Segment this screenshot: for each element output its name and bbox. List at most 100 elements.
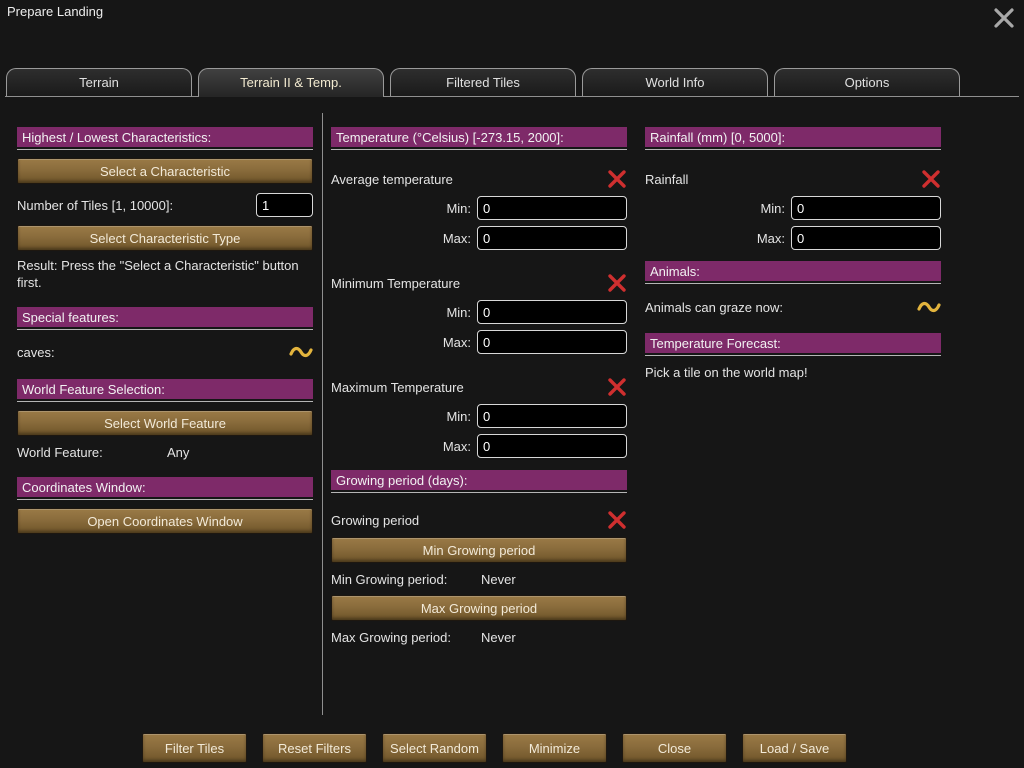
animals-graze-partial-state-icon[interactable] bbox=[917, 300, 941, 314]
min-label: Min: bbox=[446, 304, 471, 320]
tab-terrain2-temp[interactable]: Terrain II & Temp. bbox=[198, 68, 384, 97]
max-growing-period-value-row: Max Growing period: Never bbox=[331, 630, 627, 646]
characteristics-section-header: Highest / Lowest Characteristics: bbox=[17, 127, 313, 150]
tab-world-info[interactable]: World Info bbox=[582, 68, 768, 96]
growing-period-header-label: Growing period (days): bbox=[331, 470, 627, 490]
special-features-section-header: Special features: bbox=[17, 307, 313, 330]
tab-terrain[interactable]: Terrain bbox=[6, 68, 192, 96]
minimum-temperature-label: Minimum Temperature bbox=[331, 275, 461, 291]
animals-graze-label: Animals can graze now: bbox=[645, 299, 784, 315]
world-feature-value: Any bbox=[167, 445, 190, 460]
max-label: Max: bbox=[442, 438, 471, 454]
min-label: Min: bbox=[446, 200, 471, 216]
growing-period-section-header: Growing period (days): bbox=[331, 470, 627, 493]
min-label: Min: bbox=[446, 408, 471, 424]
animals-graze-row: Animals can graze now: bbox=[645, 297, 941, 317]
average-temperature-row: Average temperature bbox=[331, 168, 627, 190]
max-growing-period-label: Max Growing period: bbox=[331, 630, 451, 645]
max-growing-period-button[interactable]: Max Growing period bbox=[331, 595, 627, 621]
rainfall-max-row: Max: bbox=[645, 226, 941, 250]
growing-period-label: Growing period bbox=[331, 512, 420, 528]
min-growing-period-button[interactable]: Min Growing period bbox=[331, 537, 627, 563]
world-feature-section-header: World Feature Selection: bbox=[17, 379, 313, 402]
average-temperature-max-input[interactable] bbox=[477, 226, 627, 250]
average-temperature-min-input[interactable] bbox=[477, 196, 627, 220]
rainfall-min-row: Min: bbox=[645, 196, 941, 220]
caves-partial-state-icon[interactable] bbox=[289, 345, 313, 359]
maximum-temperature-max-row: Max: bbox=[331, 434, 627, 458]
world-feature-header-label: World Feature Selection: bbox=[17, 379, 313, 399]
number-of-tiles-row: Number of Tiles [1, 10000]: bbox=[17, 193, 313, 217]
world-feature-row: World Feature: Any bbox=[17, 445, 313, 461]
max-label: Max: bbox=[756, 230, 785, 246]
rainfall-section-header: Rainfall (mm) [0, 5000]: bbox=[645, 127, 941, 150]
temperature-forecast-header-label: Temperature Forecast: bbox=[645, 333, 941, 353]
select-characteristic-button[interactable]: Select a Characteristic bbox=[17, 158, 313, 184]
rainfall-off-state-icon[interactable] bbox=[921, 169, 941, 189]
maximum-temperature-label: Maximum Temperature bbox=[331, 379, 464, 395]
temperature-section-header: Temperature (°Celsius) [-273.15, 2000]: bbox=[331, 127, 627, 150]
minimum-temperature-row: Minimum Temperature bbox=[331, 272, 627, 294]
average-temperature-label: Average temperature bbox=[331, 171, 453, 187]
coordinates-header-label: Coordinates Window: bbox=[17, 477, 313, 497]
world-feature-label: World Feature: bbox=[17, 445, 103, 460]
select-characteristic-type-button[interactable]: Select Characteristic Type bbox=[17, 225, 313, 251]
tab-underline bbox=[5, 96, 1019, 97]
characteristics-header-label: Highest / Lowest Characteristics: bbox=[17, 127, 313, 147]
coordinates-section-header: Coordinates Window: bbox=[17, 477, 313, 500]
rainfall-label: Rainfall bbox=[645, 171, 689, 187]
middle-column: Temperature (°Celsius) [-273.15, 2000]: … bbox=[331, 127, 627, 646]
maximum-temperature-off-state-icon[interactable] bbox=[607, 377, 627, 397]
open-coordinates-window-button[interactable]: Open Coordinates Window bbox=[17, 508, 313, 534]
maximum-temperature-max-input[interactable] bbox=[477, 434, 627, 458]
min-growing-period-label: Min Growing period: bbox=[331, 572, 448, 587]
close-icon[interactable] bbox=[992, 6, 1016, 30]
minimum-temperature-min-input[interactable] bbox=[477, 300, 627, 324]
max-growing-period-value: Never bbox=[481, 630, 516, 645]
select-world-feature-button[interactable]: Select World Feature bbox=[17, 410, 313, 436]
growing-period-row: Growing period bbox=[331, 509, 627, 531]
number-of-tiles-input[interactable] bbox=[256, 193, 313, 217]
temperature-forecast-section-header: Temperature Forecast: bbox=[645, 333, 941, 356]
rainfall-max-input[interactable] bbox=[791, 226, 941, 250]
minimum-temperature-min-row: Min: bbox=[331, 300, 627, 324]
max-label: Max: bbox=[442, 230, 471, 246]
reset-filters-button[interactable]: Reset Filters bbox=[262, 733, 367, 763]
animals-section-header: Animals: bbox=[645, 261, 941, 284]
special-features-header-label: Special features: bbox=[17, 307, 313, 327]
number-of-tiles-label: Number of Tiles [1, 10000]: bbox=[17, 197, 174, 213]
tab-options[interactable]: Options bbox=[774, 68, 960, 96]
animals-header-label: Animals: bbox=[645, 261, 941, 281]
caves-row: caves: bbox=[17, 342, 313, 362]
close-button[interactable]: Close bbox=[622, 733, 727, 763]
window-title: Prepare Landing bbox=[7, 4, 104, 19]
minimum-temperature-off-state-icon[interactable] bbox=[607, 273, 627, 293]
tab-filtered-tiles[interactable]: Filtered Tiles bbox=[390, 68, 576, 96]
characteristic-result-text: Result: Press the "Select a Characterist… bbox=[17, 258, 299, 290]
temperature-forecast-text: Pick a tile on the world map! bbox=[645, 365, 808, 380]
select-random-button[interactable]: Select Random bbox=[382, 733, 487, 763]
tab-bar: Terrain Terrain II & Temp. Filtered Tile… bbox=[6, 68, 960, 97]
rainfall-min-input[interactable] bbox=[791, 196, 941, 220]
maximum-temperature-min-row: Min: bbox=[331, 404, 627, 428]
max-label: Max: bbox=[442, 334, 471, 350]
minimum-temperature-max-input[interactable] bbox=[477, 330, 627, 354]
caves-label: caves: bbox=[17, 344, 55, 360]
temperature-header-label: Temperature (°Celsius) [-273.15, 2000]: bbox=[331, 127, 627, 147]
filter-tiles-button[interactable]: Filter Tiles bbox=[142, 733, 247, 763]
left-column: Highest / Lowest Characteristics: Select… bbox=[17, 127, 313, 534]
average-temperature-max-row: Max: bbox=[331, 226, 627, 250]
growing-period-off-state-icon[interactable] bbox=[607, 510, 627, 530]
min-growing-period-value-row: Min Growing period: Never bbox=[331, 572, 627, 588]
rainfall-row: Rainfall bbox=[645, 168, 941, 190]
maximum-temperature-row: Maximum Temperature bbox=[331, 376, 627, 398]
column-divider bbox=[322, 113, 323, 715]
footer-button-bar: Filter Tiles Reset Filters Select Random… bbox=[142, 733, 847, 763]
min-label: Min: bbox=[760, 200, 785, 216]
maximum-temperature-min-input[interactable] bbox=[477, 404, 627, 428]
load-save-button[interactable]: Load / Save bbox=[742, 733, 847, 763]
average-temperature-off-state-icon[interactable] bbox=[607, 169, 627, 189]
minimize-button[interactable]: Minimize bbox=[502, 733, 607, 763]
min-growing-period-value: Never bbox=[481, 572, 516, 587]
